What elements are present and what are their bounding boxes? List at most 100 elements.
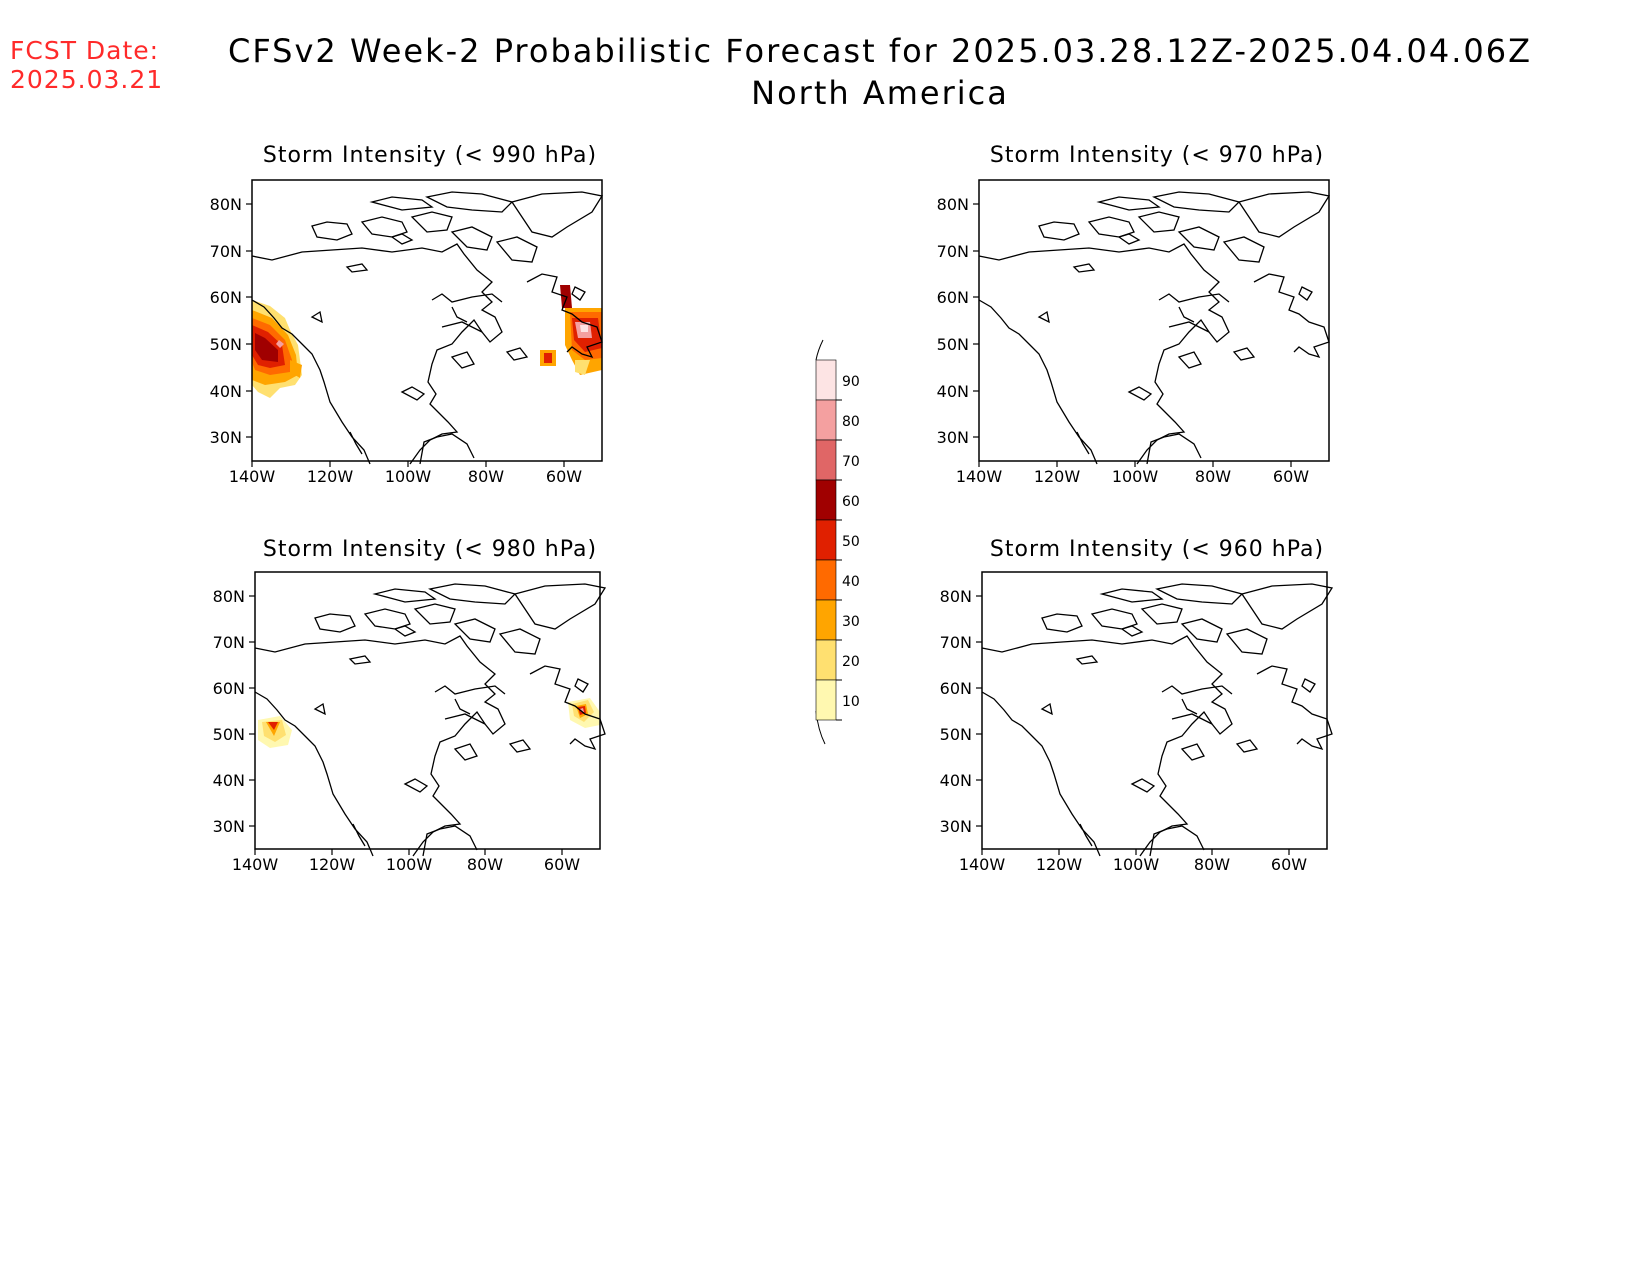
lon-label-140w: 140W (229, 467, 276, 486)
lon-label-120w: 120W (1036, 855, 1083, 874)
colorbar-label-60: 60 (842, 494, 860, 510)
colorbar: 90 80 70 60 50 40 30 20 10 (815, 339, 860, 745)
colorbar-swatch-90 (815, 359, 837, 401)
colorbar-swatch-40 (815, 559, 837, 601)
map-frame-960 (981, 571, 1328, 850)
colorbar-label-90: 90 (842, 374, 860, 390)
map-frame-970 (978, 179, 1330, 462)
forecast-date-block: FCST Date: 2025.03.21 (10, 36, 163, 94)
lon-label-120w: 120W (309, 855, 356, 874)
chart-title: CFSv2 Week-2 Probabilistic Forecast for … (180, 30, 1580, 114)
coastlines-970 (978, 191, 1330, 465)
map-frame-980 (254, 571, 601, 850)
colorbar-top-cap (815, 339, 824, 361)
lat-label-40n: 40N (213, 771, 245, 790)
colorbar-label-20: 20 (842, 654, 860, 670)
panel-title-970: Storm Intensity (< 970 hPa) (989, 143, 1325, 168)
colorbar-label-50: 50 (842, 534, 860, 550)
map-panel-990: 80N 70N 60N 50N 40N 30N 140W 120W 100W 8… (210, 179, 603, 486)
lat-ticks-990 (246, 203, 565, 467)
lat-label-80n: 80N (937, 195, 969, 214)
coastlines-980 (254, 583, 606, 857)
colorbar-labels: 90 80 70 60 50 40 30 20 10 (842, 374, 860, 710)
panel-title-960: Storm Intensity (< 960 hPa) (989, 537, 1325, 562)
colorbar-swatch-50 (815, 519, 837, 561)
lon-label-80w: 80W (468, 467, 504, 486)
colorbar-label-70: 70 (842, 454, 860, 470)
region-subtitle: North America (751, 74, 1009, 112)
lat-label-50n: 50N (213, 725, 245, 744)
map-frame-990 (251, 179, 603, 462)
lon-label-140w: 140W (959, 855, 1006, 874)
colorbar-swatch-30 (815, 599, 837, 641)
lon-labels-980: 140W 120W 100W 80W 60W (232, 855, 580, 874)
forecast-date-value: 2025.03.21 (10, 65, 164, 94)
colorbar-label-10: 10 (842, 694, 860, 710)
lon-label-80w: 80W (1194, 855, 1230, 874)
colorbar-swatch-10 (815, 679, 837, 721)
lat-label-50n: 50N (937, 335, 969, 354)
lat-label-60n: 60N (937, 288, 969, 307)
lon-label-140w: 140W (956, 467, 1003, 486)
lon-label-80w: 80W (467, 855, 503, 874)
lat-labels-960: 80N 70N 60N 50N 40N 30N (940, 587, 972, 836)
colorbar-swatch-80 (815, 399, 837, 441)
lon-label-100w: 100W (1113, 855, 1160, 874)
lon-label-60w: 60W (544, 855, 580, 874)
lon-label-100w: 100W (1112, 467, 1159, 486)
lat-label-70n: 70N (940, 633, 972, 652)
colorbar-swatches (815, 359, 842, 721)
lat-label-70n: 70N (210, 242, 242, 261)
lat-labels-980: 80N 70N 60N 50N 40N 30N (213, 587, 245, 836)
lat-label-60n: 60N (213, 679, 245, 698)
ticks-980 (249, 595, 563, 855)
lat-label-70n: 70N (937, 242, 969, 261)
panel-title-980: Storm Intensity (< 980 hPa) (262, 537, 598, 562)
map-panel-970: 80N 70N 60N 50N 40N 30N 140W 120W 100W 8… (937, 179, 1330, 486)
lon-label-100w: 100W (386, 855, 433, 874)
map-panel-980: 80N 70N 60N 50N 40N 30N 140W 120W 100W 8… (213, 571, 606, 874)
colorbar-swatch-70 (815, 439, 837, 481)
lat-label-60n: 60N (210, 288, 242, 307)
lon-label-100w: 100W (385, 467, 432, 486)
main-title: CFSv2 Week-2 Probabilistic Forecast for … (227, 32, 1533, 70)
lon-label-120w: 120W (307, 467, 354, 486)
lat-label-30n: 30N (940, 817, 972, 836)
lon-label-60w: 60W (1271, 855, 1307, 874)
lon-label-120w: 120W (1034, 467, 1081, 486)
lat-label-40n: 40N (937, 382, 969, 401)
lat-labels-970: 80N 70N 60N 50N 40N 30N (937, 195, 969, 447)
lon-label-60w: 60W (546, 467, 582, 486)
lat-label-30n: 30N (213, 817, 245, 836)
lat-label-40n: 40N (210, 382, 242, 401)
lon-labels-960: 140W 120W 100W 80W 60W (959, 855, 1307, 874)
coastlines-960 (981, 583, 1333, 857)
lat-label-40n: 40N (940, 771, 972, 790)
map-panel-960: 80N 70N 60N 50N 40N 30N 140W 120W 100W 8… (940, 571, 1333, 874)
lat-label-60n: 60N (940, 679, 972, 698)
colorbar-label-30: 30 (842, 614, 860, 630)
colorbar-label-40: 40 (842, 574, 860, 590)
panel-title-990: Storm Intensity (< 990 hPa) (262, 143, 598, 168)
lat-label-80n: 80N (213, 587, 245, 606)
forecast-date-label: FCST Date: (10, 36, 160, 65)
lat-labels-990: 80N 70N 60N 50N 40N 30N (210, 195, 242, 447)
lat-label-50n: 50N (210, 335, 242, 354)
lat-label-30n: 30N (937, 428, 969, 447)
lat-label-30n: 30N (210, 428, 242, 447)
lon-label-60w: 60W (1273, 467, 1309, 486)
ticks-970 (973, 203, 1292, 467)
lat-label-50n: 50N (940, 725, 972, 744)
lon-labels-990: 140W 120W 100W 80W 60W (229, 467, 582, 486)
lon-labels-970: 140W 120W 100W 80W 60W (956, 467, 1309, 486)
coastlines-990 (251, 191, 603, 465)
colorbar-swatch-20 (815, 639, 837, 681)
lon-label-140w: 140W (232, 855, 279, 874)
ticks-960 (976, 595, 1290, 855)
probability-shading-990 (252, 285, 602, 398)
lat-label-80n: 80N (940, 587, 972, 606)
colorbar-label-80: 80 (842, 414, 860, 430)
colorbar-swatch-60 (815, 479, 837, 521)
lat-label-80n: 80N (210, 195, 242, 214)
